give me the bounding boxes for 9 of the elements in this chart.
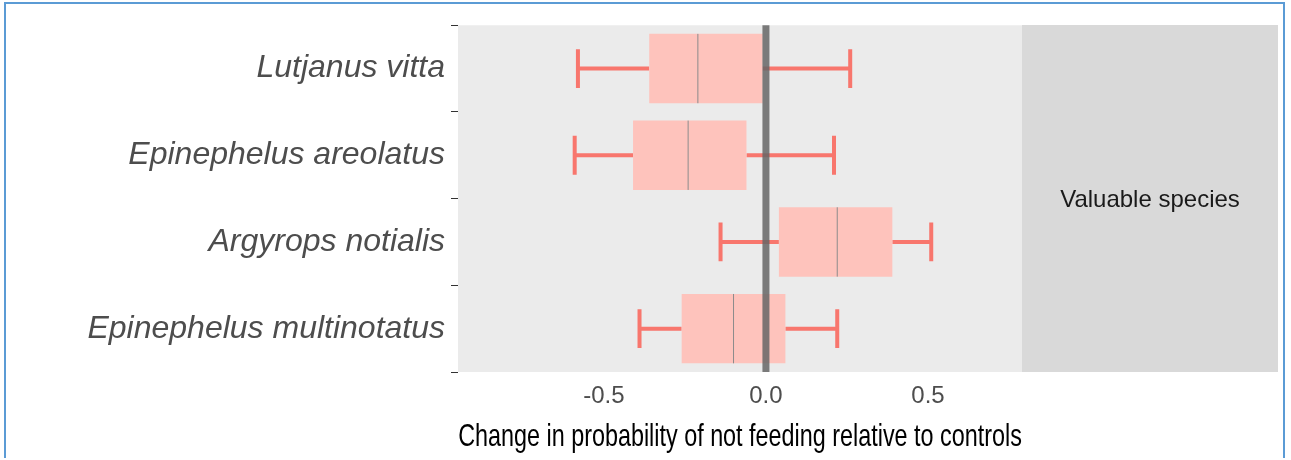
x-tick-label: 0.0 (749, 381, 783, 409)
y-tick-label: Lutjanus vitta (256, 48, 445, 85)
y-tick-label: Argyrops notialis (206, 221, 445, 258)
y-tick-label: Epinephelus areolatus (128, 135, 445, 172)
y-tick-label: Epinephelus multinotatus (87, 308, 445, 345)
text: Valuable species (1022, 25, 1278, 372)
x-axis-title: Change in probability of not feeding relative to controls (458, 417, 1022, 453)
x-tick-label: 0.5 (911, 381, 945, 409)
x-tick-label: -0.5 (583, 381, 625, 409)
